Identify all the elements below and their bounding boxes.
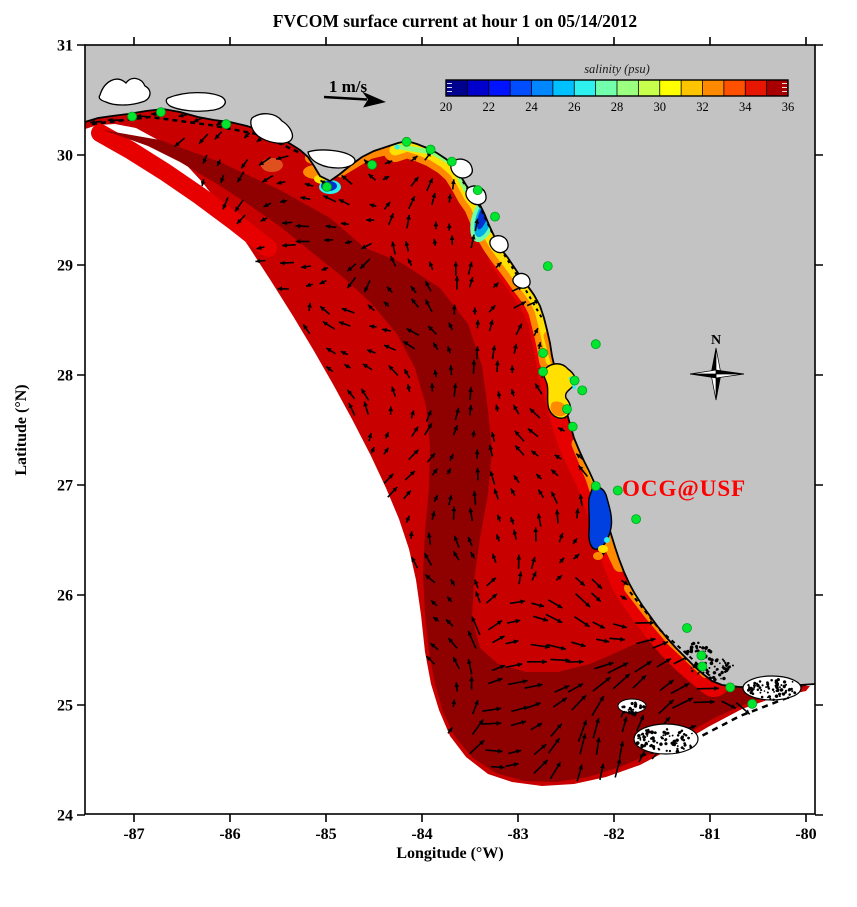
y-tick-label: 30 <box>57 148 73 165</box>
colorbar-cell <box>681 80 703 96</box>
x-axis-label: Longitude (°W) <box>396 845 503 862</box>
colorbar-cell <box>488 80 511 96</box>
station-marker <box>538 348 548 358</box>
vector-scale-key: 1 m/s <box>323 77 386 108</box>
scale-arrow-label: 1 m/s <box>329 77 368 96</box>
y-axis-label: Latitude (°N) <box>13 384 30 475</box>
y-tick-label: 27 <box>57 478 73 495</box>
axis-tick-labels: -87 -86 -85 -84 -83 -82 -81 -80 31 30 29 28 27 26 25 24 <box>57 38 817 844</box>
y-tick-label: 24 <box>57 808 73 825</box>
compass-north-label: N <box>711 333 721 348</box>
x-tick-label: -84 <box>411 826 432 843</box>
colorbar-tick-label: 30 <box>654 100 667 114</box>
station-markers <box>127 107 758 709</box>
station-marker <box>472 185 483 196</box>
station-marker <box>446 156 457 167</box>
x-tick-label: -83 <box>507 826 528 843</box>
station-marker <box>747 699 758 709</box>
station-marker <box>682 623 692 633</box>
y-tick-label: 25 <box>57 698 73 715</box>
x-tick-label: -82 <box>603 826 624 843</box>
y-tick-label: 26 <box>57 588 73 605</box>
colorbar-cell <box>659 80 682 96</box>
plot-title: FVCOM surface current at hour 1 on 05/14… <box>273 11 637 31</box>
station-marker <box>612 485 623 496</box>
colorbar-tick-label: 36 <box>782 100 795 114</box>
station-marker <box>542 261 553 272</box>
station-marker <box>569 375 580 386</box>
axes-frame <box>84 44 816 815</box>
colorbar-title: salinity (psu) <box>584 62 650 76</box>
station-marker <box>490 211 500 222</box>
colorbar-cell <box>595 80 618 96</box>
colorbar-tick-label: 28 <box>611 100 624 114</box>
x-tick-label: -80 <box>795 826 816 843</box>
colorbar-tick-label: 32 <box>696 100 709 114</box>
colorbar-cell <box>745 80 767 96</box>
colorbar-tick-label: 22 <box>483 100 496 114</box>
salinity-colorbar: salinity (psu) 20 22 24 26 28 30 32 34 36 <box>440 62 795 114</box>
current-vector-arrows <box>90 111 751 782</box>
y-tick-label: 29 <box>57 258 73 275</box>
keys-everglades-stipple <box>621 641 797 754</box>
x-tick-label: -85 <box>315 826 336 843</box>
colorbar-cell <box>723 80 746 96</box>
station-marker <box>401 136 412 147</box>
station-marker <box>425 144 436 155</box>
colorbar-cell <box>531 80 553 96</box>
station-marker <box>567 421 578 432</box>
colorbar-tick-label: 20 <box>440 100 453 114</box>
station-marker <box>155 107 166 117</box>
colorbar-cell <box>467 80 489 96</box>
colorbar-cell <box>510 80 532 96</box>
colorbar-cell <box>574 80 596 96</box>
station-marker <box>127 111 138 122</box>
station-marker <box>577 385 588 396</box>
colorbar-tick-label: 26 <box>568 100 581 114</box>
station-marker <box>696 650 707 661</box>
x-tick-label: -86 <box>219 826 240 843</box>
station-marker <box>631 514 641 524</box>
y-tick-label: 28 <box>57 368 73 385</box>
scale-arrow-head <box>362 91 386 108</box>
station-marker <box>725 682 736 693</box>
station-marker <box>221 119 232 130</box>
x-tick-label: -81 <box>699 826 720 843</box>
station-marker <box>590 339 601 350</box>
compass-rose: N <box>689 333 745 401</box>
colorbar-cell <box>552 80 575 96</box>
station-marker <box>367 159 378 170</box>
axis-ticks <box>77 37 823 822</box>
colorbar-cell <box>638 80 660 96</box>
colorbar-tick-label: 24 <box>525 100 538 114</box>
colorbar-tick-label: 34 <box>739 100 752 114</box>
station-marker <box>590 481 601 492</box>
colorbar-cell <box>617 80 639 96</box>
florida-keys-island <box>742 675 802 701</box>
colorbar-cell <box>702 80 724 96</box>
station-marker <box>538 366 548 377</box>
station-marker <box>322 181 332 192</box>
scale-arrow-shaft <box>323 95 368 101</box>
station-marker <box>697 661 708 672</box>
x-tick-label: -87 <box>123 826 144 843</box>
station-marker <box>562 404 572 415</box>
y-tick-label: 31 <box>57 38 73 55</box>
watermark-ocg-usf: OCG@USF <box>622 476 746 502</box>
